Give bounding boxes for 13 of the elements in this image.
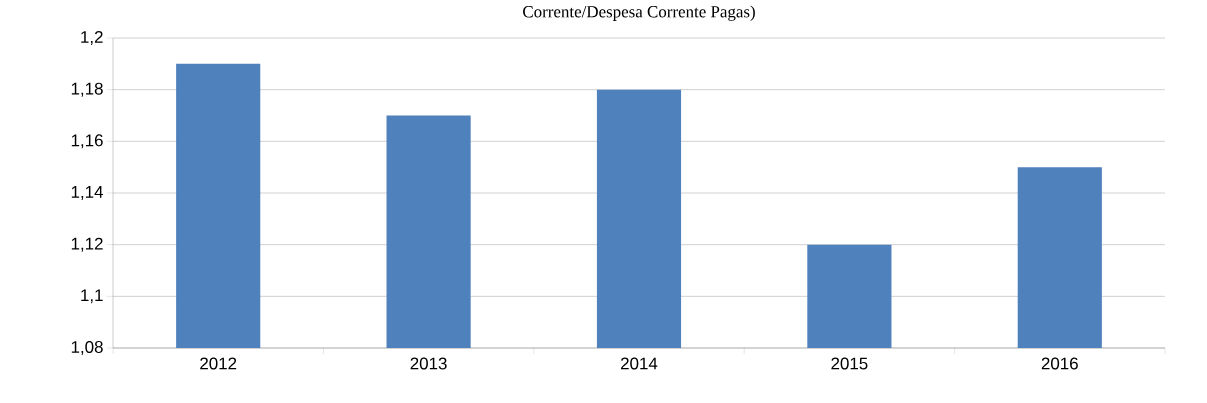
- x-tick-label: 2015: [831, 357, 868, 370]
- y-tick-label: 1,14: [71, 186, 103, 200]
- y-tick-label: 1,18: [71, 82, 103, 97]
- x-tick-label: 2012: [200, 357, 237, 370]
- x-tick-label: 2016: [1041, 357, 1078, 370]
- chart-title: Corrente/Despesa Corrente Pagas): [523, 5, 755, 21]
- y-tick-label: 1,1: [81, 289, 103, 304]
- y-tick-label: 1,2: [81, 31, 103, 45]
- x-tick-label: 2013: [410, 357, 447, 370]
- y-tick-label: 1,16: [71, 134, 103, 149]
- y-tick-label: 1,08: [71, 341, 103, 355]
- x-tick-label: 2014: [621, 357, 658, 370]
- y-tick-label: 1,12: [71, 237, 103, 252]
